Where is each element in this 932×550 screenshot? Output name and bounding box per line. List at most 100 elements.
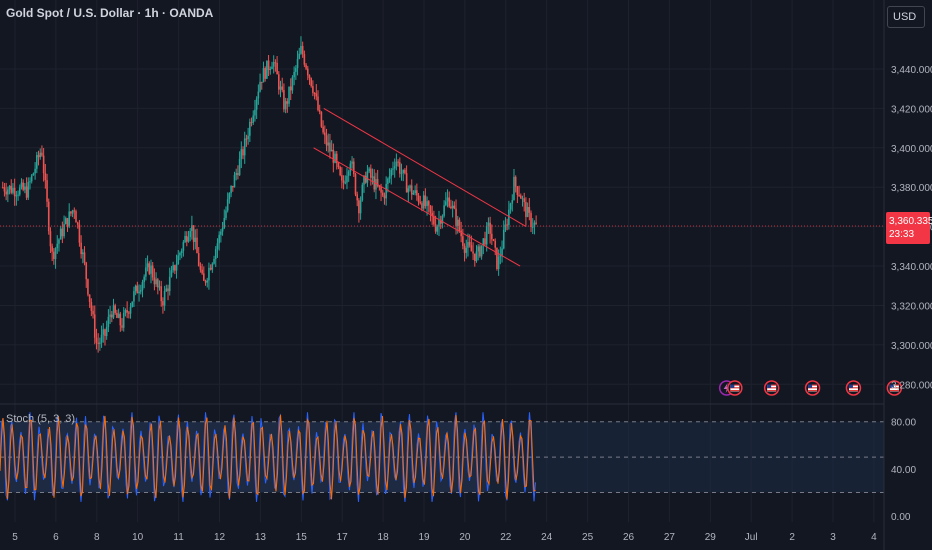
candle-down [472, 242, 474, 261]
candle-body [170, 270, 173, 277]
flag-stripe [767, 384, 777, 386]
us-flag-icon[interactable] [886, 380, 903, 396]
candle-body [298, 53, 301, 59]
time-axis[interactable]: 5 6 8 10 11 12 13 15 17 18 19 20 22 24 25 26 27 29 Jul 2 3 4 [12, 532, 877, 543]
candle-body [174, 265, 176, 271]
candle-down [87, 278, 89, 297]
candle-body [93, 314, 96, 338]
candle-up [182, 239, 185, 257]
candle-up [499, 246, 502, 265]
economic-events[interactable] [718, 380, 903, 396]
symbol-title[interactable]: Gold Spot / U.S. Dollar · 1h · OANDA [6, 6, 214, 20]
candle-down [88, 294, 91, 308]
candle-body [531, 226, 534, 228]
candle-body [182, 242, 185, 251]
candle-up [20, 178, 23, 190]
candle-body [301, 45, 304, 55]
candle-body [180, 250, 183, 254]
candle-down [434, 215, 437, 234]
candle-body [64, 218, 67, 225]
candle-body [274, 62, 277, 64]
candle-body [184, 235, 186, 243]
candle-up [134, 284, 137, 296]
candle-down [479, 244, 481, 258]
candle-body [10, 185, 13, 193]
candle-up [249, 118, 251, 142]
us-flag-icon[interactable] [727, 380, 743, 396]
candle-down [61, 221, 64, 244]
candle-body [240, 149, 243, 159]
candle-body [51, 246, 53, 252]
candle-up [71, 209, 74, 218]
descending-channel[interactable] [313, 107, 527, 267]
candle-down [53, 248, 55, 265]
candle-up [361, 182, 364, 202]
candle-body [54, 248, 57, 260]
candle-body [521, 198, 524, 200]
candle-body [431, 212, 433, 216]
candle-body [477, 246, 479, 252]
candle-body [100, 334, 103, 343]
candle-down [301, 41, 304, 58]
candle-up [344, 175, 347, 185]
flag-stripe [889, 384, 899, 386]
stoch-axis[interactable]: 0.00 40.00 80.00 [891, 418, 916, 523]
candle-up [221, 221, 224, 236]
candle-body [87, 279, 89, 295]
candle-up [213, 255, 215, 265]
candle-body [158, 286, 161, 288]
candle-down [417, 192, 420, 206]
candle-body [119, 313, 122, 326]
candle-down [356, 191, 358, 207]
candle-body [385, 183, 387, 199]
candle-body [506, 224, 508, 226]
candle-body [497, 256, 500, 269]
candle-down [83, 246, 86, 266]
us-flag-icon[interactable] [804, 380, 821, 396]
candle-up [438, 210, 440, 237]
candle-body [63, 224, 65, 237]
us-flag-icon[interactable] [845, 380, 862, 396]
candle-body [308, 75, 311, 79]
candle-up [436, 224, 439, 235]
stoch-tick-label: 80.00 [891, 418, 916, 429]
flag-canton [767, 384, 772, 388]
candle-down [306, 65, 309, 81]
candle-up [230, 185, 232, 198]
candle-down [274, 59, 277, 72]
candle-up [122, 307, 125, 332]
candle-up [172, 261, 174, 273]
currency-button[interactable]: USD [887, 6, 925, 28]
candle-body [405, 173, 408, 193]
candle-body [399, 162, 401, 174]
candle-body [450, 206, 452, 209]
candle-body [199, 265, 202, 270]
candle-body [231, 185, 234, 188]
candle-body [102, 329, 105, 335]
flag-canton [808, 384, 813, 388]
candle-down [250, 117, 253, 127]
candle-body [41, 152, 43, 156]
candle-body [337, 163, 340, 168]
candle-up [412, 190, 415, 195]
candle-body [300, 45, 302, 54]
candle-up [191, 215, 193, 240]
candle-down [410, 179, 413, 200]
us-flag-icon[interactable] [763, 380, 780, 396]
candle-body [269, 68, 272, 71]
candle-down [136, 281, 139, 294]
candle-down [121, 318, 123, 331]
candle-down [339, 165, 341, 177]
stoch-indicator-label[interactable]: Stoch (5, 3, 3) [6, 413, 76, 425]
candle-body [46, 180, 48, 202]
candle-down [153, 268, 156, 291]
candle-body [82, 252, 84, 255]
candle-body [259, 81, 261, 92]
candle-body [295, 68, 297, 72]
candle-up [214, 246, 217, 268]
candle-body [530, 212, 532, 228]
candle-body [312, 86, 314, 93]
candle-body [185, 235, 188, 242]
candle-up [223, 209, 226, 230]
